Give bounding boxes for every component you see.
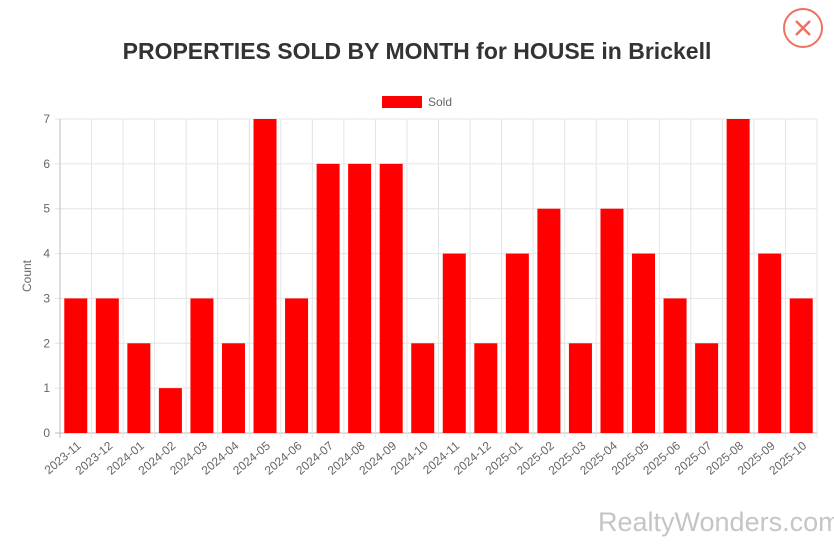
watermark: RealtyWonders.com	[598, 507, 834, 537]
bar-2023-11[interactable]	[64, 298, 88, 433]
bar-2024-03[interactable]	[190, 298, 214, 433]
bar-chart: 012345672023-112023-122024-012024-022024…	[20, 95, 818, 478]
y-axis-label: Count	[20, 259, 34, 292]
bar-2025-09[interactable]	[758, 253, 782, 433]
y-tick-label: 7	[43, 112, 50, 126]
y-tick-label: 3	[43, 291, 50, 305]
y-tick-label: 4	[43, 247, 50, 261]
y-tick-label: 6	[43, 157, 50, 171]
bar-2024-09[interactable]	[379, 163, 403, 433]
bar-2025-01[interactable]	[505, 253, 529, 433]
legend-label[interactable]: Sold	[428, 95, 452, 109]
y-tick-label: 2	[43, 336, 50, 350]
bar-2024-02[interactable]	[158, 388, 182, 433]
bar-2025-04[interactable]	[600, 208, 624, 433]
bar-2025-06[interactable]	[663, 298, 687, 433]
bar-2024-11[interactable]	[442, 253, 466, 433]
bar-2024-08[interactable]	[348, 163, 372, 433]
bar-2024-05[interactable]	[253, 119, 277, 433]
bar-2024-10[interactable]	[411, 343, 435, 433]
bar-2024-12[interactable]	[474, 343, 498, 433]
bar-2024-06[interactable]	[285, 298, 309, 433]
close-button[interactable]	[783, 8, 823, 48]
bar-2025-10[interactable]	[789, 298, 813, 433]
close-x-icon	[795, 20, 811, 36]
y-tick-label: 0	[43, 426, 50, 440]
chart-title: PROPERTIES SOLD BY MONTH for HOUSE in Br…	[122, 38, 712, 64]
bar-2025-03[interactable]	[568, 343, 592, 433]
y-tick-label: 1	[43, 381, 50, 395]
bar-2025-05[interactable]	[632, 253, 656, 433]
legend-swatch[interactable]	[382, 96, 422, 108]
bar-2024-07[interactable]	[316, 163, 340, 433]
bar-2024-01[interactable]	[127, 343, 151, 433]
bar-2025-08[interactable]	[726, 119, 750, 433]
bar-2025-02[interactable]	[537, 208, 561, 433]
bar-2025-07[interactable]	[695, 343, 719, 433]
y-tick-label: 5	[43, 202, 50, 216]
bar-2024-04[interactable]	[221, 343, 245, 433]
bar-2023-12[interactable]	[95, 298, 119, 433]
